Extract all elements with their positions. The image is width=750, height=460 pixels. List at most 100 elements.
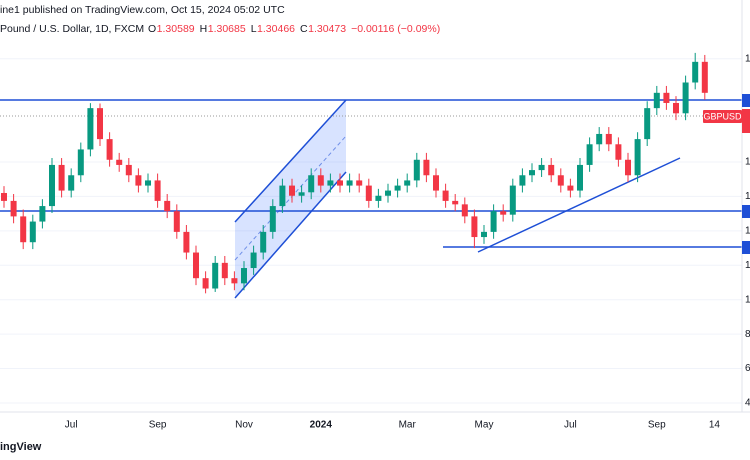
candle-body — [87, 108, 94, 150]
candles — [1, 52, 718, 294]
candle-body — [692, 61, 699, 83]
candle-body — [653, 92, 660, 109]
candle-body — [29, 221, 36, 243]
ohlc-label: H — [200, 23, 208, 35]
x-tick-label: 14 — [709, 420, 721, 431]
candle-body — [433, 175, 439, 191]
x-tick-label: Jul — [65, 420, 78, 431]
grid — [0, 58, 742, 404]
x-tick-label: Mar — [399, 420, 417, 431]
candle-body — [452, 200, 459, 205]
x-tick-label: 2024 — [310, 420, 333, 431]
candle-body — [701, 61, 708, 93]
candle-body — [538, 164, 545, 171]
candle-body — [269, 206, 276, 232]
y-tick-label: 4 — [745, 398, 750, 409]
y-tick-label: 1. — [745, 191, 750, 202]
x-tick-label: May — [475, 420, 494, 431]
candle-body — [413, 159, 420, 181]
ohlc-label: L — [251, 23, 257, 35]
candle-body — [212, 262, 219, 289]
candle-body — [529, 170, 535, 176]
y-tick-label: 1. — [745, 294, 750, 305]
level-tag — [742, 94, 750, 107]
channel-fill — [235, 100, 346, 298]
candle-body — [557, 175, 564, 186]
x-tick-label: Nov — [235, 420, 253, 431]
candle-body — [471, 216, 478, 238]
candle-body — [279, 185, 286, 207]
y-tick-label: 1. — [745, 53, 750, 64]
candle-body — [202, 278, 209, 289]
ohlc-value: 1.30466 — [257, 23, 295, 35]
candle-body — [644, 108, 651, 140]
y-tick-label: 1. — [745, 260, 750, 271]
candle-body — [145, 180, 151, 186]
candle-body — [577, 164, 583, 191]
candle-body — [289, 185, 295, 196]
y-tick-label: 1. — [745, 225, 750, 236]
ohlc-legend: O 1.30589 H 1.30685 L 1.30466 C 1.30473 −0.00116… — [148, 23, 440, 35]
candle-body — [164, 200, 171, 212]
trend-line — [477, 157, 681, 253]
ohlc-change: −0.00116 (−0.09%) — [351, 23, 440, 35]
candle-body — [106, 139, 113, 160]
channel-lower — [234, 171, 347, 299]
ohlc-value: 1.30473 — [308, 23, 346, 35]
candle-body — [327, 180, 334, 186]
candle-body — [605, 133, 612, 145]
candle-body — [10, 200, 17, 217]
x-tick-label: Sep — [648, 420, 666, 431]
candle-body — [481, 231, 487, 238]
candle-body — [375, 195, 382, 201]
candle-body — [615, 144, 622, 160]
candle-body — [682, 82, 689, 114]
y-tick-label: 6 — [745, 363, 750, 374]
candle-body — [154, 180, 161, 201]
candle-body — [596, 133, 603, 145]
y-tick-label: 8 — [745, 329, 750, 340]
candle-body — [394, 185, 401, 191]
candle-body — [586, 144, 593, 165]
level-tag — [742, 241, 750, 254]
candle-body — [663, 92, 670, 103]
candle-body — [317, 175, 324, 186]
ohlc-label: C — [300, 23, 308, 35]
channel-upper — [234, 99, 347, 223]
candle-body — [365, 185, 372, 201]
candle-body — [183, 231, 190, 253]
x-tick-label: Jul — [564, 420, 577, 431]
candle-body — [77, 149, 84, 176]
candle-body — [634, 139, 641, 176]
candle-body — [39, 206, 46, 222]
candle-body — [241, 268, 247, 284]
candle-body — [58, 164, 65, 191]
candle-body — [509, 185, 516, 215]
x-tick-label: Sep — [149, 420, 167, 431]
candle-body — [673, 102, 679, 114]
time-axis: Jul Sep Nov 2024 Mar May Jul Sep 14 — [65, 420, 721, 431]
candle-body — [231, 278, 238, 284]
candle-body — [116, 159, 123, 165]
ohlc-label: O — [148, 23, 156, 35]
published-line: ine1 published on TradingView.com, Oct 1… — [0, 4, 285, 16]
candle-body — [1, 192, 7, 201]
candle-body — [135, 175, 142, 186]
candle-body — [68, 175, 75, 191]
price-axis: 1. 1. 1. 1. 1. 1. 8 6 4 — [745, 53, 750, 408]
candle-body — [519, 175, 526, 186]
brand: ingView — [0, 441, 42, 453]
candle-body — [173, 211, 180, 232]
candle-body — [125, 164, 132, 176]
candle-body — [461, 204, 468, 217]
candle-body — [337, 180, 343, 186]
candle-body — [442, 190, 449, 201]
symbol-tag-text: GBPUSD — [703, 111, 742, 121]
candle-body — [250, 252, 257, 269]
candle-body — [548, 164, 555, 176]
candle-body — [423, 159, 430, 176]
level-tag — [742, 205, 750, 218]
candle-body — [308, 175, 315, 193]
